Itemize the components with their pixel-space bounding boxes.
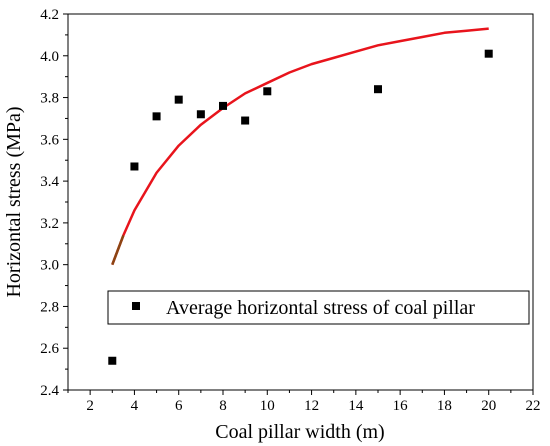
data-point [241,116,250,125]
y-tick-label: 4.0 [40,49,59,65]
y-tick-label: 2.6 [40,341,59,357]
x-tick-label: 16 [393,398,409,414]
x-tick-label: 8 [219,398,227,414]
x-tick-label: 10 [260,398,275,414]
legend-box [107,290,530,325]
x-tick-label: 22 [526,398,541,414]
plot-frame [67,13,534,391]
x-tick-label: 2 [86,398,94,414]
data-point [219,101,227,110]
data-point [108,356,117,365]
y-axis-title: Horizontal stress (MPa) [3,106,25,297]
x-tick-label: 4 [131,398,139,414]
data-point [374,85,382,94]
data-point [174,95,183,104]
legend-marker [132,302,140,310]
legend: Average horizontal stress of coal pillar [107,290,530,325]
data-point [130,162,139,171]
x-tick-label: 14 [348,398,364,414]
data-points [108,49,493,365]
y-tick-label: 3.0 [40,258,59,274]
data-point [152,112,161,121]
y-tick-label: 3.8 [40,91,59,107]
fit-curve-line [111,27,489,266]
x-tick-label: 6 [175,398,183,414]
fit-curve [111,27,489,266]
data-point [196,110,205,119]
x-tick-label: 20 [481,398,496,414]
data-point [484,49,493,58]
y-tick-label: 3.2 [40,216,59,232]
x-axis-title: Coal pillar width (m) [215,421,384,443]
y-tick-label: 2.4 [40,383,59,399]
legend-label: Average horizontal stress of coal pillar [166,297,475,319]
y-tick-label: 2.8 [40,299,59,315]
x-tick-label: 18 [437,398,452,414]
fit-curve-start [111,234,125,266]
y-tick-label: 4.2 [40,7,59,23]
data-point [263,87,272,96]
y-tick-label: 3.6 [40,132,59,148]
x-tick-label: 12 [304,398,319,414]
y-tick-label: 3.4 [40,174,59,190]
axis-ticks [63,13,534,395]
tick-labels: 2 4 6 8 10 12 14 16 18 20 22 2.4 2.6 2.8 3.0 3.2 3.4 3.6 3… [40,7,540,414]
